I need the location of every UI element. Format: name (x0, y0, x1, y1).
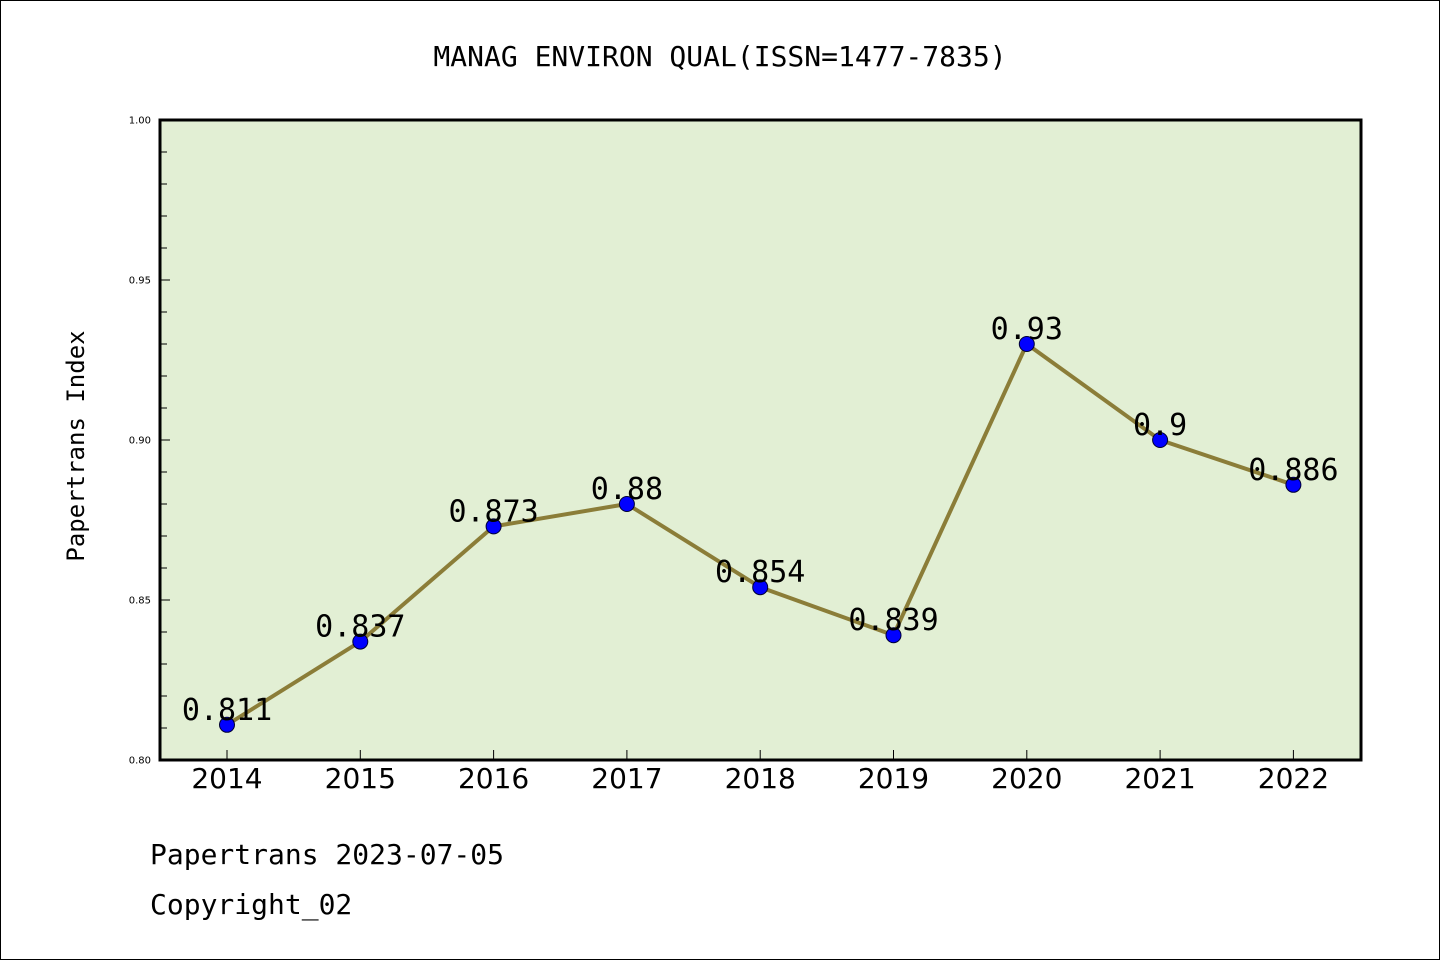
data-point (1285, 476, 1302, 493)
data-point (352, 633, 369, 650)
x-tick-label: 2021 (1124, 762, 1195, 795)
data-label: 0.93 (991, 312, 1063, 347)
data-markers (219, 336, 1302, 733)
data-label: 0.811 (182, 693, 272, 728)
y-tick-label: 0.90 (129, 436, 151, 447)
data-point (1018, 336, 1035, 352)
footer-copyright: Copyright_02 (150, 888, 352, 922)
y-tick-label: 1.00 (129, 116, 151, 127)
data-point (618, 496, 635, 512)
x-tick-label: 2015 (325, 762, 396, 795)
data-point (485, 518, 502, 535)
data-label: 0.873 (448, 494, 538, 529)
data-label: 0.839 (848, 603, 938, 638)
y-tick-label: 0.85 (129, 596, 151, 607)
x-tick-label: 2017 (591, 762, 662, 795)
data-label: 0.9 (1133, 408, 1187, 443)
x-tick-label: 2022 (1258, 762, 1329, 795)
data-label: 0.837 (315, 610, 405, 645)
x-tick-label: 2020 (991, 762, 1062, 795)
x-tick-label: 2014 (191, 762, 262, 795)
data-label: 0.88 (591, 472, 663, 507)
chart-title: MANAG ENVIRON QUAL(ISSN=1477-7835) (433, 40, 1006, 73)
data-point (1152, 432, 1169, 448)
data-point (752, 579, 769, 596)
x-tick-label: 2016 (458, 762, 529, 795)
data-label: 0.886 (1248, 453, 1338, 488)
data-labels: 0.811 0.837 0.873 0.88 0.854 0.839 0.93 0.9 0.88… (182, 312, 1339, 728)
x-tick-label: 2019 (858, 762, 929, 795)
data-point (219, 716, 235, 733)
x-axis: 2014 2015 2016 2017 2018 2019 2020 2021 2022 (191, 750, 1329, 795)
footer-date: Papertrans 2023-07-05 (150, 838, 504, 871)
data-point (885, 627, 902, 644)
y-tick-label: 0.80 (129, 756, 151, 767)
y-axis-label: Papertrans Index (62, 330, 90, 561)
x-tick-label: 2018 (725, 762, 796, 795)
data-label: 0.854 (715, 555, 805, 590)
y-tick-label: 0.95 (129, 276, 151, 287)
y-axis: 0.80 0.85 0.90 0.95 1.00 (129, 116, 170, 767)
